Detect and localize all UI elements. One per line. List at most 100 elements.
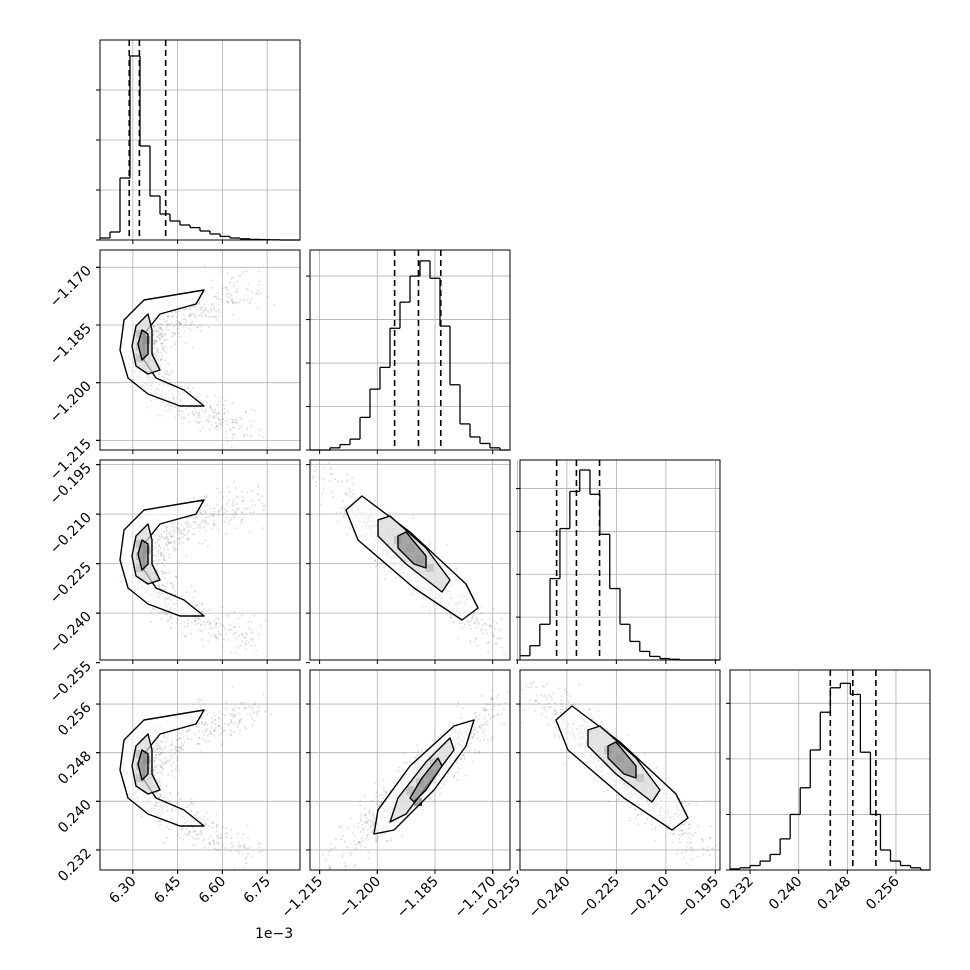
sample-point xyxy=(203,264,206,267)
sample-point xyxy=(369,825,372,828)
sample-point xyxy=(155,778,158,781)
sample-point xyxy=(293,443,295,445)
sample-point xyxy=(166,548,169,551)
sample-point xyxy=(240,632,243,635)
sample-point xyxy=(235,418,238,421)
sample-point xyxy=(220,293,223,296)
sample-point xyxy=(375,839,378,842)
sample-point xyxy=(214,427,217,430)
sample-point xyxy=(176,745,179,748)
sample-point xyxy=(213,734,216,737)
sample-point xyxy=(193,814,196,817)
sample-point xyxy=(450,614,453,617)
sample-point xyxy=(213,847,216,850)
sample-point xyxy=(412,517,415,520)
sample-point xyxy=(637,823,640,826)
sample-point xyxy=(206,723,209,726)
sample-point xyxy=(176,739,179,742)
sample-point xyxy=(153,342,156,345)
sample-point xyxy=(256,307,259,310)
sample-point xyxy=(198,412,201,415)
sample-point xyxy=(187,625,190,628)
sample-point xyxy=(475,617,478,620)
sample-point xyxy=(196,325,199,328)
sample-point xyxy=(156,608,159,611)
sample-point xyxy=(224,286,227,289)
sample-point xyxy=(196,725,199,728)
sample-point xyxy=(210,409,213,412)
sample-point xyxy=(180,594,183,597)
sample-point xyxy=(173,752,176,755)
sample-point xyxy=(215,824,218,827)
sample-point xyxy=(670,841,673,844)
panel-frame xyxy=(99,39,301,241)
sample-point xyxy=(242,701,245,704)
sample-point xyxy=(530,686,533,689)
sample-point xyxy=(252,711,255,714)
sample-point xyxy=(239,417,242,420)
sample-point xyxy=(329,466,332,469)
sample-point xyxy=(154,756,157,759)
sample-point xyxy=(216,826,219,829)
sample-point xyxy=(376,800,379,803)
sample-point xyxy=(343,861,346,864)
sample-point xyxy=(640,810,643,813)
sample-point xyxy=(455,567,458,570)
sample-point xyxy=(388,790,391,793)
sample-point xyxy=(159,753,162,756)
sample-point xyxy=(683,823,686,826)
sample-point xyxy=(552,692,555,695)
sample-point xyxy=(203,505,206,508)
sample-point xyxy=(232,450,234,452)
sample-point xyxy=(209,621,212,624)
sample-point xyxy=(488,618,491,621)
sample-point xyxy=(240,521,243,524)
sample-point xyxy=(217,511,220,514)
sample-point xyxy=(203,520,206,523)
sample-point xyxy=(258,498,261,501)
sample-point xyxy=(223,520,226,523)
sample-point xyxy=(161,570,164,573)
sample-point xyxy=(245,643,248,646)
sample-point xyxy=(588,708,591,711)
sample-point xyxy=(344,865,347,868)
sample-point xyxy=(164,405,167,408)
sample-point xyxy=(167,362,170,365)
sample-point xyxy=(158,326,161,329)
sample-point xyxy=(202,620,205,623)
sample-point xyxy=(214,295,217,298)
sample-point xyxy=(215,622,218,625)
sample-point xyxy=(230,299,233,302)
sample-point xyxy=(560,695,563,698)
sample-point xyxy=(356,843,359,846)
sample-point xyxy=(462,754,465,757)
sample-point xyxy=(173,547,176,550)
sample-point xyxy=(606,789,609,792)
sample-point xyxy=(165,533,168,536)
sample-point xyxy=(179,322,182,325)
sample-point xyxy=(236,832,239,835)
sample-point xyxy=(233,709,236,712)
sample-point xyxy=(199,618,202,621)
sample-point xyxy=(380,801,383,804)
sample-point xyxy=(216,404,219,407)
sample-point xyxy=(233,433,236,436)
sample-point xyxy=(149,620,152,623)
sample-point xyxy=(363,807,366,810)
sample-point xyxy=(159,326,162,329)
sample-point xyxy=(235,849,238,852)
sample-point xyxy=(199,307,202,310)
sample-point xyxy=(479,740,482,743)
sample-point xyxy=(562,763,565,766)
sample-point xyxy=(353,824,356,827)
sample-point xyxy=(258,851,261,854)
sample-point xyxy=(556,711,559,714)
sample-point xyxy=(197,810,200,813)
sample-point xyxy=(198,420,201,423)
sample-point xyxy=(497,694,500,697)
sample-point xyxy=(159,819,162,822)
sample-point xyxy=(159,823,162,826)
sample-point xyxy=(224,832,227,835)
sample-point xyxy=(181,828,184,831)
sample-point xyxy=(197,422,200,425)
